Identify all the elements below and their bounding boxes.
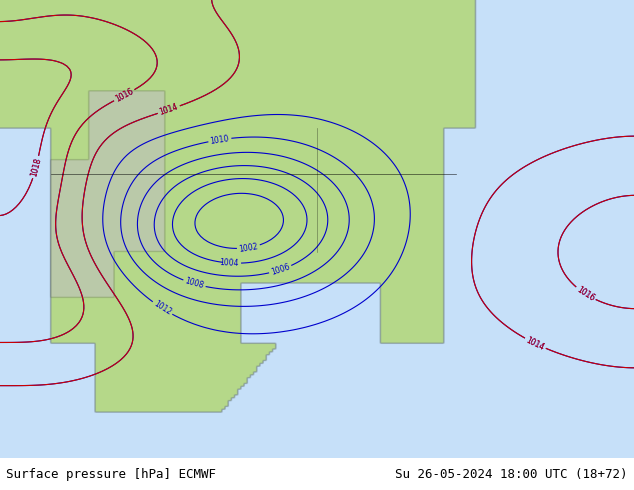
Text: 1014: 1014 (158, 102, 179, 117)
Text: 1016: 1016 (113, 87, 135, 104)
Text: 1016: 1016 (575, 285, 596, 303)
Text: 1010: 1010 (210, 134, 230, 146)
Text: 1014: 1014 (524, 335, 546, 352)
Text: 1006: 1006 (269, 263, 291, 277)
Text: 1002: 1002 (238, 242, 259, 253)
Text: 1016: 1016 (575, 285, 596, 303)
Text: 1016: 1016 (113, 87, 135, 104)
Text: 1018: 1018 (29, 157, 42, 177)
Text: 1008: 1008 (184, 277, 205, 291)
Text: Surface pressure [hPa] ECMWF: Surface pressure [hPa] ECMWF (6, 467, 216, 481)
Text: 1014: 1014 (524, 335, 546, 352)
Text: 1004: 1004 (219, 258, 239, 268)
Text: 1014: 1014 (158, 102, 179, 117)
Text: 1018: 1018 (29, 157, 42, 177)
Text: Su 26-05-2024 18:00 UTC (18+72): Su 26-05-2024 18:00 UTC (18+72) (395, 467, 628, 481)
Text: 1012: 1012 (152, 299, 173, 317)
